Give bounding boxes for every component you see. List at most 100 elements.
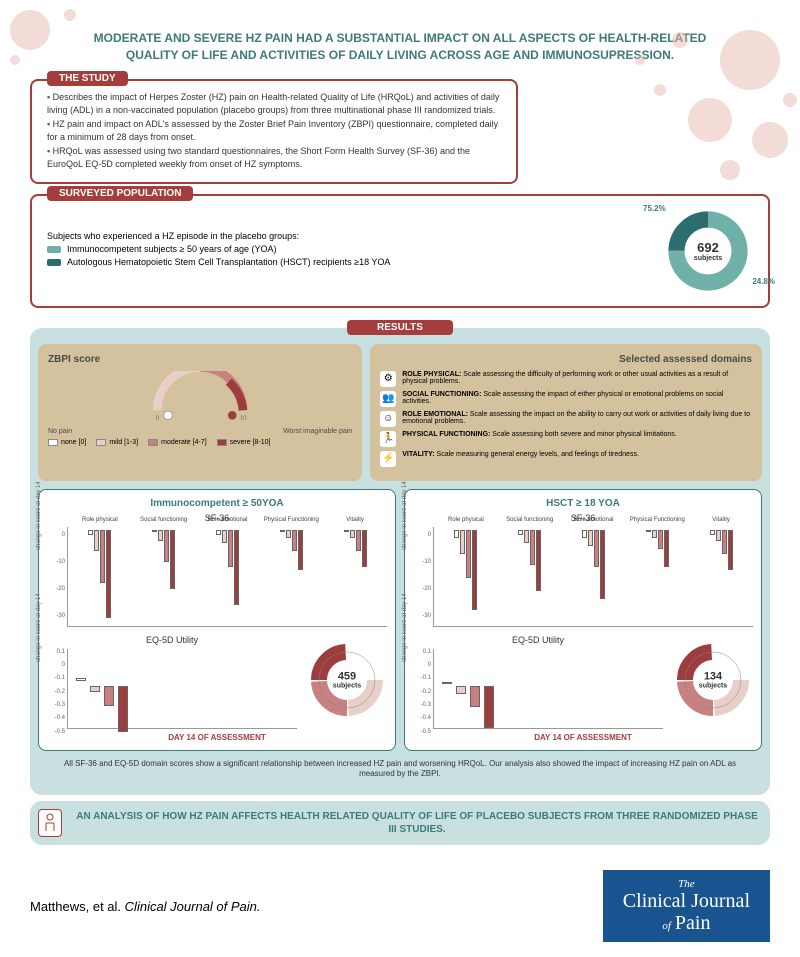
bars-area	[67, 649, 297, 729]
y-tick: -30	[56, 613, 65, 619]
day-label: DAY 14 OF ASSESSMENT	[413, 733, 753, 742]
population-group: Autologous Hematopoietic Stem Cell Trans…	[47, 257, 643, 267]
y-tick: -0.2	[421, 689, 431, 695]
bar	[88, 530, 93, 535]
severity-item: severe [8-10]	[217, 439, 271, 446]
y-tick: -10	[422, 559, 431, 565]
bars-area: Role physicalSocial functioningRole emot…	[433, 527, 753, 627]
y-axis-label: change in score at day 14	[36, 481, 42, 550]
eq-row: EQ-5D Utility change in score at day 140…	[413, 631, 753, 729]
bar	[442, 682, 452, 684]
chart-title: Immunocompetent ≥ 50YOA	[47, 498, 387, 509]
chart-title: HSCT ≥ 18 YOA	[413, 498, 753, 509]
citation-row: Matthews, et al. Clinical Journal of Pai…	[30, 870, 770, 942]
domain-text: ROLE EMOTIONAL: Scale assessing the impa…	[402, 411, 752, 425]
bar	[234, 530, 239, 605]
population-group: Immunocompetent subjects ≥ 50 years of a…	[47, 244, 643, 254]
zbpi-title: ZBPI score	[48, 354, 352, 365]
bar	[470, 686, 480, 707]
severity-swatch	[217, 439, 227, 446]
domain-text: PHYSICAL FUNCTIONING: Scale assessing bo…	[402, 431, 677, 438]
bar	[664, 530, 669, 567]
bar	[292, 530, 297, 551]
bar	[158, 530, 163, 541]
study-bullets: Describes the impact of Herpes Zoster (H…	[47, 91, 501, 172]
bar	[530, 530, 535, 565]
y-tick: -0.5	[421, 729, 431, 735]
bar	[216, 530, 221, 535]
bar	[588, 530, 593, 546]
population-intro: Subjects who experienced a HZ episode in…	[47, 231, 643, 241]
population-label: SURVEYED POPULATION	[47, 186, 193, 201]
chart-donut: 134subjects	[673, 640, 753, 720]
eq-label: EQ-5D Utility	[413, 635, 663, 645]
y-tick: 0.1	[423, 649, 431, 655]
bar	[170, 530, 175, 589]
y-tick: -0.4	[421, 715, 431, 721]
day-label: DAY 14 OF ASSESSMENT	[47, 733, 387, 742]
category-label: Social functioning	[132, 517, 196, 523]
bar	[228, 530, 233, 567]
bar-chart: change in score at day 140-10-20-30Role …	[47, 527, 387, 627]
donut-center: 692 subjects	[694, 240, 722, 262]
category-label: Vitality	[323, 517, 387, 523]
bar	[582, 530, 587, 538]
bar	[286, 530, 291, 538]
swatch	[47, 246, 61, 253]
y-tick: 0	[428, 662, 431, 668]
y-axis: change in score at day 140-10-20-30	[47, 527, 67, 627]
severity-swatch	[48, 439, 58, 446]
footer-text: AN ANALYSIS OF HOW HZ PAIN AFFECTS HEALT…	[72, 810, 762, 836]
bar	[118, 686, 128, 732]
y-axis-label: change in score at day 14	[402, 481, 408, 550]
chart-box: HSCT ≥ 18 YOA SF-36 change in score at d…	[404, 489, 762, 751]
y-tick: -0.2	[55, 689, 65, 695]
domain-item: ⚙ROLE PHYSICAL: Scale assessing the diff…	[380, 371, 752, 387]
eq-chart: change in score at day 140.10-0.1-0.2-0.…	[413, 649, 663, 729]
category-label: Vitality	[689, 517, 753, 523]
y-tick: 0	[62, 662, 65, 668]
y-tick: -0.1	[55, 675, 65, 681]
bar	[524, 530, 529, 543]
domain-item: 🏃PHYSICAL FUNCTIONING: Scale assessing b…	[380, 431, 752, 447]
severity-label: none [0]	[61, 439, 86, 446]
domain-item: ⚡VITALITY: Scale measuring general energ…	[380, 451, 752, 467]
y-tick: 0	[428, 532, 431, 538]
eq-label: EQ-5D Utility	[47, 635, 297, 645]
domain-icon: ⚡	[380, 451, 396, 467]
results-footer-note: All SF-36 and EQ-5D domain scores show a…	[48, 759, 752, 780]
y-tick: -20	[56, 586, 65, 592]
citation: Matthews, et al. Clinical Journal of Pai…	[30, 899, 261, 914]
category-group: Physical Functioning	[625, 527, 689, 626]
category-group: Role physical	[68, 527, 132, 626]
y-tick: 0.1	[57, 649, 65, 655]
study-label: THE STUDY	[47, 71, 128, 86]
domains-title: Selected assessed domains	[380, 354, 752, 365]
y-axis: change in score at day 140-10-20-30	[413, 527, 433, 627]
journal-logo: The Clinical Journal of Pain	[603, 870, 770, 942]
domain-text: ROLE PHYSICAL: Scale assessing the diffi…	[402, 371, 752, 385]
bar	[152, 530, 157, 533]
bar	[280, 530, 285, 533]
severity-swatch	[148, 439, 158, 446]
y-tick: -10	[56, 559, 65, 565]
bar	[466, 530, 471, 578]
donut-center: 459subjects	[333, 670, 361, 689]
bar	[454, 530, 459, 538]
bar	[536, 530, 541, 592]
bar-chart: change in score at day 140-10-20-30Role …	[413, 527, 753, 627]
y-tick: -0.1	[421, 675, 431, 681]
category-group: Role emotional	[562, 527, 626, 626]
y-tick: -0.3	[421, 702, 431, 708]
population-text: Subjects who experienced a HZ episode in…	[47, 231, 643, 270]
bar	[484, 686, 494, 728]
severity-item: none [0]	[48, 439, 86, 446]
category-group: Physical Functioning	[259, 527, 323, 626]
chart-box: Immunocompetent ≥ 50YOA SF-36 change in …	[38, 489, 396, 751]
y-tick: -0.4	[55, 715, 65, 721]
severity-label: mild [1-3]	[109, 439, 138, 446]
y-axis-label: change in score at day 14	[402, 593, 408, 662]
bar	[100, 530, 105, 584]
chart-donut: 459subjects	[307, 640, 387, 720]
bar	[710, 530, 715, 535]
